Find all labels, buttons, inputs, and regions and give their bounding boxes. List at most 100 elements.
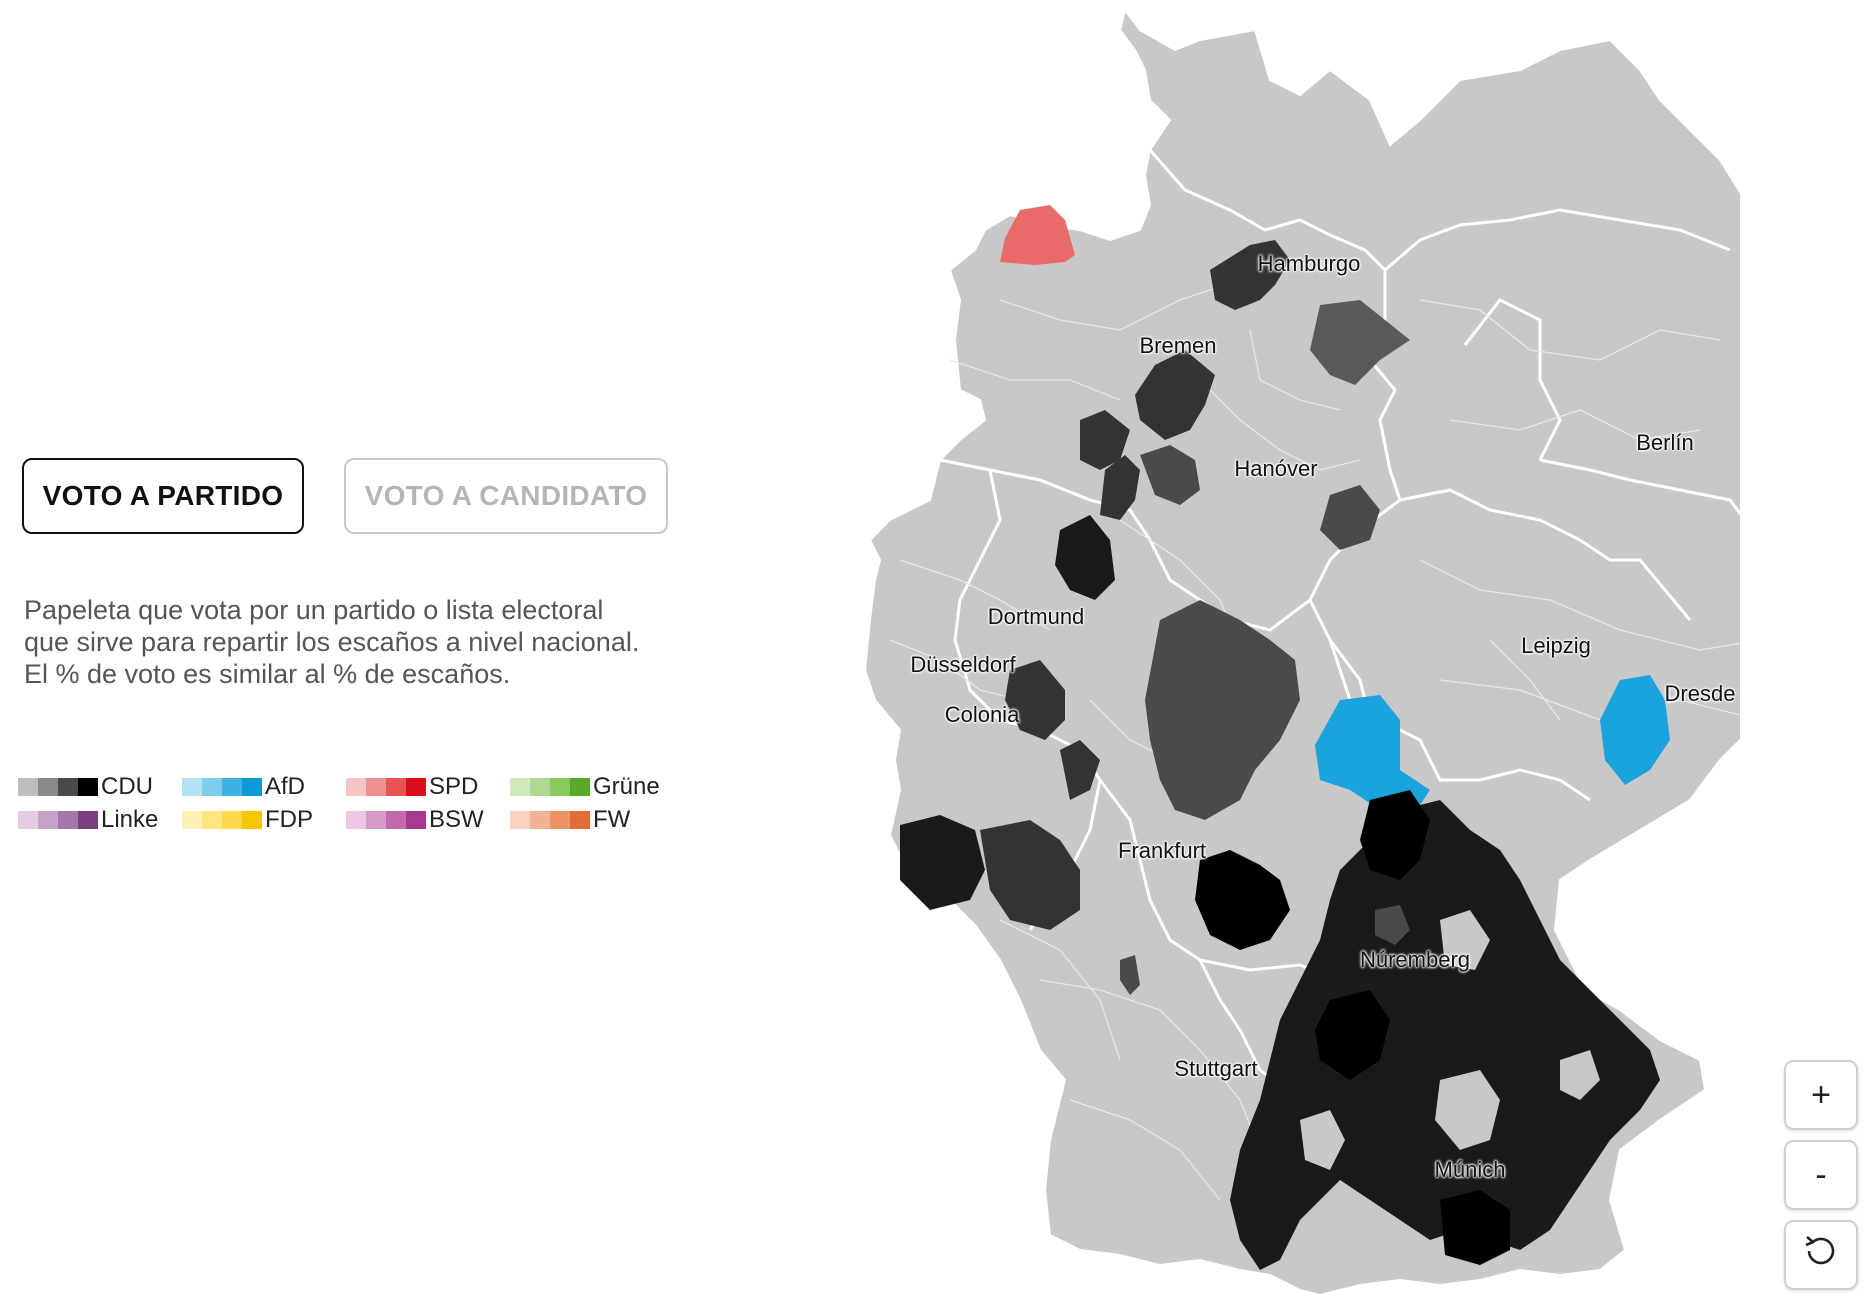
legend-item-fw: FW <box>510 806 630 834</box>
legend-label: AfD <box>265 773 306 800</box>
city-label-dortmund: Dortmund <box>987 604 1085 629</box>
city-label-bremen: Bremen <box>1139 333 1217 358</box>
color-scale <box>346 778 426 796</box>
ballot-description: Papeleta que vota por un partido o lista… <box>24 594 684 690</box>
swatch <box>38 811 58 829</box>
color-scale <box>510 811 590 829</box>
district-cdu[interactable] <box>900 815 985 910</box>
legend-label: Linke <box>101 806 159 833</box>
city-label-colonia: Colonia <box>944 702 1020 727</box>
candidate-vote-button[interactable]: VOTO A CANDIDATO <box>344 458 668 534</box>
district-cdu[interactable] <box>1210 240 1290 310</box>
district-other[interactable] <box>1560 1050 1600 1100</box>
color-scale <box>510 778 590 796</box>
swatch <box>530 778 550 796</box>
district-cdu[interactable] <box>1140 445 1200 505</box>
district-cdu[interactable] <box>1005 660 1065 740</box>
swatch <box>222 811 242 829</box>
city-label-stuttgart: Stuttgart <box>1174 1056 1258 1081</box>
city-label-hannover: Hanóver <box>1234 456 1318 481</box>
germany-map[interactable]: Hamburgo Bremen Berlín Hanóver Dortmund … <box>860 0 1740 1308</box>
legend-label: Grüne <box>593 773 660 800</box>
description-line: Papeleta que vota por un partido o lista… <box>24 595 604 625</box>
map-svg[interactable] <box>860 0 1740 1308</box>
swatch <box>570 811 590 829</box>
zoom-out-button[interactable]: - <box>1784 1140 1858 1210</box>
district-cdu[interactable] <box>1060 740 1100 800</box>
swatch <box>202 811 222 829</box>
district-afd[interactable] <box>1315 695 1430 820</box>
swatch <box>182 811 202 829</box>
district-other[interactable] <box>1300 1110 1345 1170</box>
legend-label: SPD <box>429 773 479 800</box>
city-label-munich: Múnich <box>1434 1157 1506 1182</box>
color-scale <box>182 811 262 829</box>
district-other[interactable] <box>1440 910 1490 970</box>
district-cdu[interactable] <box>1310 300 1410 385</box>
legend-item-grune: Grüne <box>510 773 660 801</box>
description-line: que sirve para repartir los escaños a ni… <box>24 627 640 657</box>
reset-icon <box>1799 1229 1843 1282</box>
swatch <box>18 811 38 829</box>
swatch <box>242 778 262 796</box>
color-scale <box>346 811 426 829</box>
district-cdu[interactable] <box>1145 600 1300 820</box>
swatch <box>182 778 202 796</box>
city-label-berlin: Berlín <box>1636 430 1694 455</box>
swatch <box>386 811 406 829</box>
swatch <box>38 778 58 796</box>
district-cdu[interactable] <box>980 820 1080 930</box>
swatch <box>18 778 38 796</box>
swatch <box>242 811 262 829</box>
district-other[interactable] <box>1435 1070 1500 1150</box>
party-vote-button[interactable]: VOTO A PARTIDO <box>22 458 304 534</box>
district-cdu[interactable] <box>1055 515 1115 600</box>
legend-label: BSW <box>429 806 484 833</box>
district-afd[interactable] <box>1600 675 1670 785</box>
legend-item-bsw: BSW <box>346 806 484 834</box>
district-cdu[interactable] <box>1120 955 1140 995</box>
swatch <box>550 778 570 796</box>
district-cdu[interactable] <box>1440 1190 1510 1265</box>
district-cdu[interactable] <box>1315 990 1390 1080</box>
swatch <box>510 778 530 796</box>
swatch <box>366 811 386 829</box>
city-label-frankfurt: Frankfurt <box>1117 838 1207 863</box>
zoom-in-button[interactable]: + <box>1784 1060 1858 1130</box>
legend-item-linke: Linke <box>18 806 158 834</box>
district-cdu[interactable] <box>1360 790 1430 880</box>
district-cdu[interactable] <box>1375 905 1410 945</box>
legend-label: FW <box>593 806 631 833</box>
swatch <box>202 778 222 796</box>
district-cdu[interactable] <box>1080 410 1130 470</box>
legend-label: FDP <box>265 806 313 833</box>
swatch <box>346 778 366 796</box>
district-spd[interactable] <box>1000 205 1075 265</box>
reset-view-button[interactable] <box>1784 1220 1858 1290</box>
city-label-dresde: Dresde <box>1664 681 1736 706</box>
district-cdu[interactable] <box>1100 455 1140 520</box>
description-line: El % de voto es similar al % de escaños. <box>24 659 511 689</box>
legend-item-afd: AfD <box>182 773 305 801</box>
legend-label: CDU <box>101 773 153 800</box>
district-cdu[interactable] <box>1195 850 1290 950</box>
color-scale <box>18 811 98 829</box>
swatch <box>58 778 78 796</box>
swatch <box>406 778 426 796</box>
swatch <box>78 811 98 829</box>
swatch <box>530 811 550 829</box>
swatch <box>510 811 530 829</box>
district-cdu[interactable] <box>1320 485 1380 550</box>
swatch <box>366 778 386 796</box>
city-label-nuremberg: Núremberg <box>1359 947 1471 972</box>
swatch <box>58 811 78 829</box>
swatch <box>570 778 590 796</box>
swatch <box>78 778 98 796</box>
city-label-hamburg: Hamburgo <box>1257 251 1361 276</box>
color-scale <box>18 778 98 796</box>
legend-item-spd: SPD <box>346 773 478 801</box>
legend-item-cdu: CDU <box>18 773 153 801</box>
city-label-dusseldorf: Düsseldorf <box>910 652 1016 677</box>
swatch <box>346 811 366 829</box>
district-cdu[interactable] <box>1135 350 1215 440</box>
